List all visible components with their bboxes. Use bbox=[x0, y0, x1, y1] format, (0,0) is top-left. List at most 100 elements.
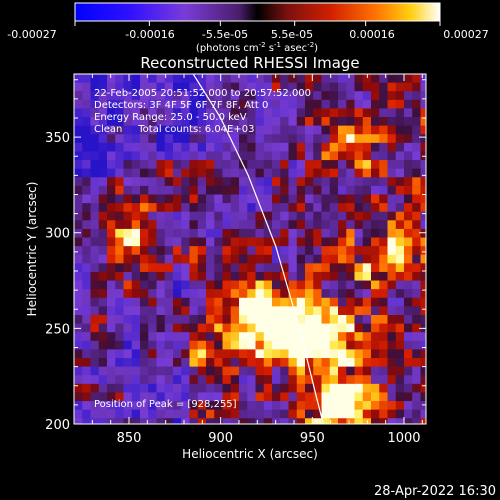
heatmap-cell bbox=[346, 151, 356, 161]
heatmap-cell bbox=[379, 323, 389, 333]
heatmap-cell bbox=[239, 134, 248, 144]
heatmap-cell bbox=[214, 332, 224, 342]
heatmap-cell bbox=[173, 401, 182, 411]
heatmap-cell bbox=[173, 392, 182, 402]
y-tick-label: 300 bbox=[45, 227, 70, 242]
heatmap-cell bbox=[82, 366, 92, 376]
heatmap-cell bbox=[296, 91, 306, 101]
heatmap-cell bbox=[197, 125, 207, 135]
heatmap-cell bbox=[239, 392, 248, 402]
heatmap-cell bbox=[164, 263, 174, 273]
heatmap-cell bbox=[140, 108, 149, 118]
heatmap-cell bbox=[181, 418, 191, 424]
heatmap-cell bbox=[371, 194, 380, 204]
heatmap-cell bbox=[404, 349, 413, 359]
heatmap-cell bbox=[247, 246, 257, 256]
heatmap-cell bbox=[247, 314, 257, 325]
heatmap-cell bbox=[214, 237, 224, 247]
heatmap-cell bbox=[429, 160, 438, 169]
heatmap-cell bbox=[148, 323, 158, 333]
heatmap-cell bbox=[214, 263, 224, 273]
heatmap-cell bbox=[230, 263, 240, 273]
heatmap-cell bbox=[90, 314, 100, 325]
heatmap-cell bbox=[181, 194, 191, 204]
heatmap-cell bbox=[305, 366, 314, 376]
heatmap-cell bbox=[181, 358, 191, 368]
heatmap-cell bbox=[148, 366, 158, 376]
heatmap-cell bbox=[371, 177, 380, 187]
heatmap-cell bbox=[82, 254, 92, 264]
heatmap-cell bbox=[181, 203, 191, 213]
heatmap-cell bbox=[173, 358, 182, 368]
heatmap-cell bbox=[181, 366, 191, 376]
heatmap-cell bbox=[230, 271, 240, 282]
heatmap-cell bbox=[288, 263, 298, 273]
heatmap-cell bbox=[247, 74, 257, 84]
heatmap-cell bbox=[272, 349, 281, 359]
heatmap-cell bbox=[313, 246, 323, 256]
heatmap-cell bbox=[329, 160, 339, 170]
heatmap-cell bbox=[395, 340, 405, 351]
heatmap-cell bbox=[74, 91, 83, 101]
heatmap-cell bbox=[346, 203, 356, 213]
heatmap-cell bbox=[296, 383, 306, 394]
heatmap-cell bbox=[329, 177, 339, 187]
heatmap-cell bbox=[263, 160, 273, 170]
heatmap-cell bbox=[255, 358, 265, 368]
heatmap-cell bbox=[313, 220, 323, 230]
heatmap-cell bbox=[131, 203, 141, 213]
heatmap-cell bbox=[429, 246, 438, 255]
heatmap-cell bbox=[98, 160, 108, 170]
heatmap-cell bbox=[412, 280, 422, 290]
heatmap-cell bbox=[148, 418, 158, 424]
heatmap-cell bbox=[148, 340, 158, 351]
heatmap-cell bbox=[82, 375, 92, 385]
heatmap-cell bbox=[305, 177, 314, 187]
heatmap-cell bbox=[197, 323, 207, 333]
heatmap-cell bbox=[313, 117, 323, 127]
heatmap-cell bbox=[288, 418, 298, 424]
heatmap-cell bbox=[164, 108, 174, 118]
heatmap-cell bbox=[420, 409, 426, 419]
heatmap-cell bbox=[107, 125, 116, 135]
heatmap-cell bbox=[412, 142, 422, 153]
heatmap-cell bbox=[395, 91, 405, 101]
heatmap-cell bbox=[329, 289, 339, 299]
heatmap-cell bbox=[74, 409, 83, 419]
heatmap-cell bbox=[206, 246, 215, 256]
heatmap-cell bbox=[387, 74, 397, 84]
heatmap-cell bbox=[123, 228, 133, 239]
heatmap-cell bbox=[371, 366, 380, 376]
heatmap-cell bbox=[404, 392, 413, 402]
heatmap-cell bbox=[429, 100, 438, 109]
heatmap-cell bbox=[98, 125, 108, 135]
heatmap-cell bbox=[296, 160, 306, 170]
heatmap-cell bbox=[247, 332, 257, 342]
heatmap-cell bbox=[98, 211, 108, 221]
heatmap-cell bbox=[222, 254, 232, 264]
heatmap-cell bbox=[123, 220, 133, 230]
heatmap-cell bbox=[404, 418, 413, 424]
heatmap-cell bbox=[420, 125, 426, 135]
heatmap-cell bbox=[362, 246, 372, 256]
heatmap-cell bbox=[197, 314, 207, 325]
heatmap-cell bbox=[371, 427, 380, 436]
heatmap-cell bbox=[148, 263, 158, 273]
heatmap-cell bbox=[354, 289, 364, 299]
heatmap-cell bbox=[280, 168, 290, 178]
heatmap-cell bbox=[156, 142, 166, 153]
x-tick-label: 850 bbox=[117, 431, 142, 446]
heatmap-cell bbox=[115, 366, 125, 376]
heatmap-cell bbox=[429, 74, 438, 83]
heatmap-cell bbox=[255, 271, 265, 282]
heatmap-cell bbox=[82, 306, 92, 316]
heatmap-cell bbox=[379, 220, 389, 230]
heatmap-cell bbox=[420, 332, 426, 342]
heatmap-cell bbox=[387, 160, 397, 170]
heatmap-cell bbox=[329, 409, 339, 419]
heatmap-cell bbox=[329, 297, 339, 307]
heatmap-cell bbox=[321, 82, 331, 92]
heatmap-cell bbox=[255, 401, 265, 411]
heatmap-cell bbox=[379, 254, 389, 264]
heatmap-cell bbox=[354, 211, 364, 221]
